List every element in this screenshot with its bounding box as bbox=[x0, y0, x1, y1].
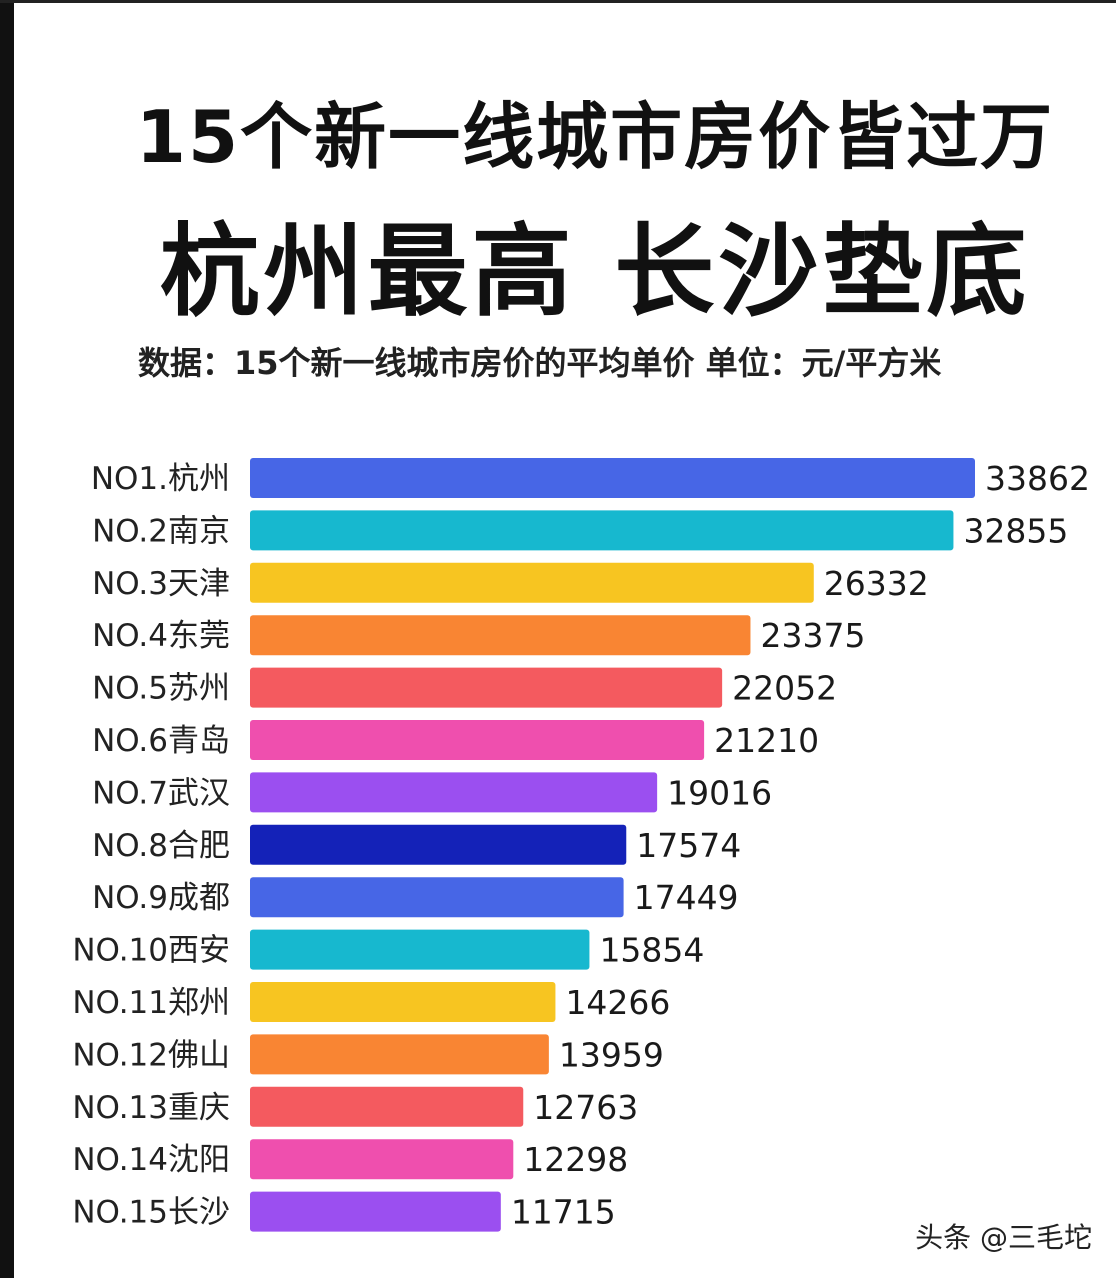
bar-15 bbox=[250, 1191, 501, 1232]
value-label-6: 21210 bbox=[714, 721, 819, 760]
bar-chart: NO1.杭州 33862 NO.2南京 32855 NO.3天津 26332 NO.4东莞 2… bbox=[72, 458, 1090, 1232]
value-label-11: 14266 bbox=[565, 983, 670, 1022]
bar-1 bbox=[250, 458, 975, 498]
bar-12 bbox=[250, 1034, 549, 1075]
chart-subtitle: 数据：15个新一线城市房价的平均单价 单位：元/平方米 bbox=[138, 344, 942, 382]
category-label-15: NO.15长沙 bbox=[72, 1195, 230, 1231]
value-label-13: 12763 bbox=[533, 1088, 638, 1127]
value-label-2: 32855 bbox=[963, 511, 1068, 550]
bar-14 bbox=[250, 1139, 514, 1180]
left-frame-border bbox=[0, 0, 14, 1278]
category-label-7: NO.7武汉 bbox=[92, 775, 230, 811]
category-label-4: NO.4东莞 bbox=[92, 618, 230, 654]
value-label-3: 26332 bbox=[824, 564, 929, 603]
bar-5 bbox=[250, 667, 723, 708]
bar-11 bbox=[250, 982, 556, 1022]
category-label-1: NO1.杭州 bbox=[91, 461, 230, 497]
value-label-15: 11715 bbox=[511, 1193, 616, 1232]
value-label-1: 33862 bbox=[985, 459, 1090, 498]
category-label-13: NO.13重庆 bbox=[72, 1090, 230, 1126]
category-label-11: NO.11郑州 bbox=[72, 985, 230, 1021]
bar-6 bbox=[250, 720, 705, 760]
bar-9 bbox=[250, 877, 624, 918]
value-label-10: 15854 bbox=[599, 931, 704, 970]
value-label-4: 23375 bbox=[760, 616, 865, 655]
bar-13 bbox=[250, 1086, 524, 1127]
category-label-2: NO.2南京 bbox=[92, 513, 230, 549]
category-label-12: NO.12佛山 bbox=[72, 1037, 230, 1073]
bar-8 bbox=[250, 824, 627, 865]
watermark: 头条 @三毛坨 bbox=[915, 1221, 1092, 1254]
category-label-5: NO.5苏州 bbox=[92, 671, 230, 707]
chart-title: 15个新一线城市房价皆过万 bbox=[135, 95, 1055, 179]
bar-3 bbox=[250, 562, 814, 603]
value-label-12: 13959 bbox=[559, 1035, 664, 1074]
chart-headline: 杭州最高 长沙垫底 bbox=[159, 213, 1031, 330]
value-label-14: 12298 bbox=[523, 1140, 628, 1179]
category-label-3: NO.3天津 bbox=[92, 566, 230, 602]
category-label-9: NO.9成都 bbox=[92, 880, 230, 916]
top-frame-border bbox=[0, 0, 1116, 3]
value-label-8: 17574 bbox=[636, 826, 741, 865]
category-label-14: NO.14沈阳 bbox=[72, 1142, 230, 1178]
category-label-10: NO.10西安 bbox=[72, 933, 230, 969]
category-label-6: NO.6青岛 bbox=[92, 723, 230, 759]
value-label-5: 22052 bbox=[732, 669, 837, 708]
value-label-9: 17449 bbox=[634, 878, 739, 917]
category-label-8: NO.8合肥 bbox=[92, 828, 230, 864]
bar-2 bbox=[250, 510, 954, 551]
bar-10 bbox=[250, 929, 590, 970]
value-label-7: 19016 bbox=[667, 773, 772, 812]
bar-7 bbox=[250, 772, 658, 813]
bar-4 bbox=[250, 615, 751, 656]
